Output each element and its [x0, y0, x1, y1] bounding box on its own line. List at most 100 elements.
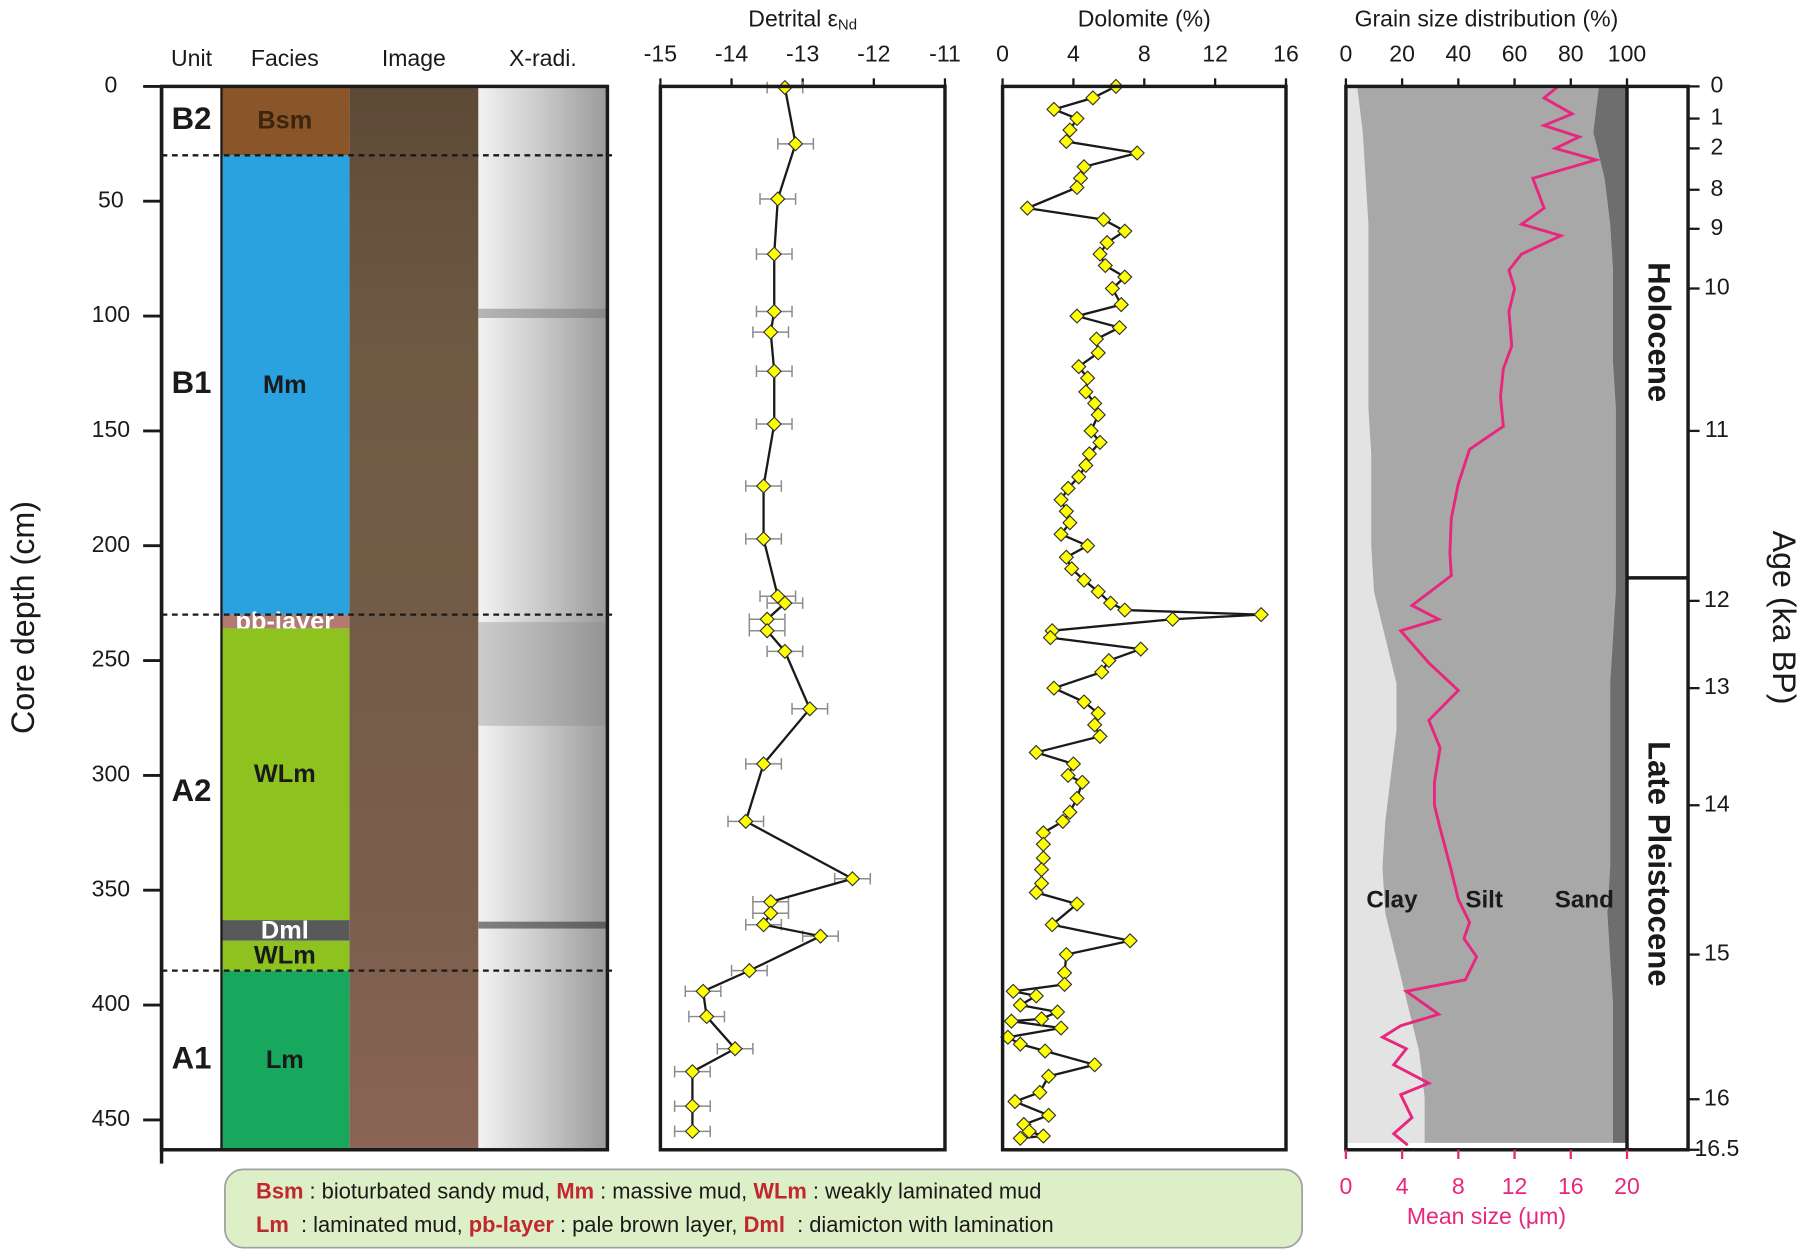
facies-bar — [221, 628, 350, 921]
facies-bar — [221, 970, 350, 1150]
data-point — [1092, 434, 1108, 451]
facies-label: Mm — [263, 371, 307, 399]
area-label: Clay — [1366, 886, 1418, 913]
y2-tick-label: 2 — [1710, 134, 1723, 160]
panel-title: Detrital εNd — [748, 6, 857, 33]
y2-tick-label: 11 — [1705, 416, 1729, 442]
panel-title: Dolomite (%) — [1078, 6, 1211, 32]
data-point — [1111, 319, 1128, 336]
mean-size-line — [1379, 85, 1602, 1147]
data-point — [1003, 1013, 1020, 1029]
legend-abbr: pb-layer — [469, 1212, 555, 1237]
legend-abbr: WLm — [753, 1178, 806, 1203]
data-point — [1053, 526, 1069, 542]
column-header: Facies — [251, 45, 319, 71]
legend-abbr: Bsm — [256, 1178, 303, 1203]
y2-tick-label: 8 — [1710, 175, 1723, 201]
title-text: Detrital ε — [748, 6, 838, 32]
x-tick-label: 80 — [1558, 40, 1584, 66]
legend-desc: : diamicton with lamination — [785, 1212, 1054, 1237]
data-point — [1090, 345, 1106, 361]
core-image — [349, 86, 479, 1150]
data-point — [755, 916, 772, 933]
data-point — [1042, 629, 1059, 646]
data-point — [1101, 652, 1117, 669]
period-label: Late Pleistocene — [1642, 741, 1677, 986]
data-point — [698, 1008, 715, 1025]
data-point — [812, 928, 829, 944]
data-point — [1046, 101, 1062, 118]
legend-line: Lm : laminated mud, pb-layer : pale brow… — [256, 1212, 1054, 1237]
title-text: Dolomite (%) — [1078, 6, 1211, 32]
data-point — [1069, 896, 1085, 912]
facies-bar — [221, 155, 350, 615]
data-point — [762, 324, 779, 340]
data-point — [1102, 595, 1119, 611]
y2-tick-label: 1 — [1710, 104, 1723, 130]
data-point — [1044, 916, 1060, 933]
data-point — [1035, 836, 1052, 853]
y2-tick-label: 9 — [1710, 214, 1723, 240]
data-point — [766, 416, 782, 432]
data-point — [1086, 395, 1103, 412]
data-point — [1076, 694, 1092, 710]
data-point — [1090, 407, 1106, 423]
x2-tick-label: 0 — [1339, 1173, 1352, 1199]
data-point — [1079, 538, 1096, 554]
data-point — [1012, 997, 1029, 1013]
panel-frame — [658, 84, 947, 1152]
area-1 — [1357, 86, 1616, 1143]
data-point — [684, 1063, 701, 1080]
data-point — [1099, 234, 1115, 251]
facies-label: Lm — [266, 1046, 304, 1074]
y2-tick-label: 0 — [1710, 71, 1723, 97]
data-point — [766, 246, 782, 262]
y-tick-label: 450 — [92, 1105, 130, 1131]
x-tick-label: -15 — [644, 40, 677, 66]
data-point — [1076, 572, 1092, 588]
data-point — [1046, 680, 1062, 696]
data-point — [684, 1098, 701, 1114]
x2-tick-label: 16 — [1558, 1173, 1584, 1199]
facies-label: WLm — [254, 942, 316, 970]
data-point — [1076, 159, 1092, 175]
y-tick-label: 200 — [92, 531, 130, 557]
legend-desc: : pale brown layer, — [554, 1212, 744, 1237]
facies-label: Dml — [261, 916, 309, 944]
legend-desc: : laminated mud, — [289, 1212, 469, 1237]
legend-desc: : weakly laminated mud — [807, 1178, 1042, 1203]
y-tick-label: 50 — [98, 186, 124, 212]
data-point — [1071, 469, 1087, 485]
unit-label: A2 — [172, 773, 212, 808]
unit-label: B2 — [172, 101, 212, 136]
y2-tick-label: 16 — [1704, 1084, 1730, 1110]
x-tick-label: -11 — [929, 40, 961, 66]
data-point — [1062, 122, 1078, 138]
data-point — [1060, 767, 1076, 784]
data-point — [1095, 211, 1112, 228]
data-point — [802, 701, 818, 717]
y-tick-label: 150 — [92, 416, 130, 442]
data-point — [1028, 988, 1044, 1004]
data-point — [1117, 223, 1133, 239]
data-point — [1053, 492, 1069, 508]
data-point — [1007, 1093, 1023, 1110]
data-point — [1090, 705, 1106, 722]
data-point — [1058, 946, 1075, 963]
data-point — [1062, 804, 1078, 820]
x-tick-label: -12 — [857, 40, 890, 66]
facies-label: Bsm — [257, 107, 312, 135]
y-tick-label: 350 — [92, 875, 130, 901]
data-point — [1069, 308, 1085, 324]
data-point — [1056, 976, 1073, 993]
x-tick-label: -14 — [715, 40, 748, 66]
data-point — [759, 622, 775, 639]
data-point — [1021, 1123, 1037, 1140]
data-point — [1086, 1057, 1103, 1073]
data-point — [755, 756, 772, 772]
x2-tick-label: 20 — [1614, 1173, 1640, 1199]
y2-tick-label: 10 — [1704, 274, 1730, 300]
data-point — [1032, 1084, 1048, 1101]
data-point — [1078, 384, 1094, 400]
x-tick-label: 8 — [1138, 40, 1151, 66]
